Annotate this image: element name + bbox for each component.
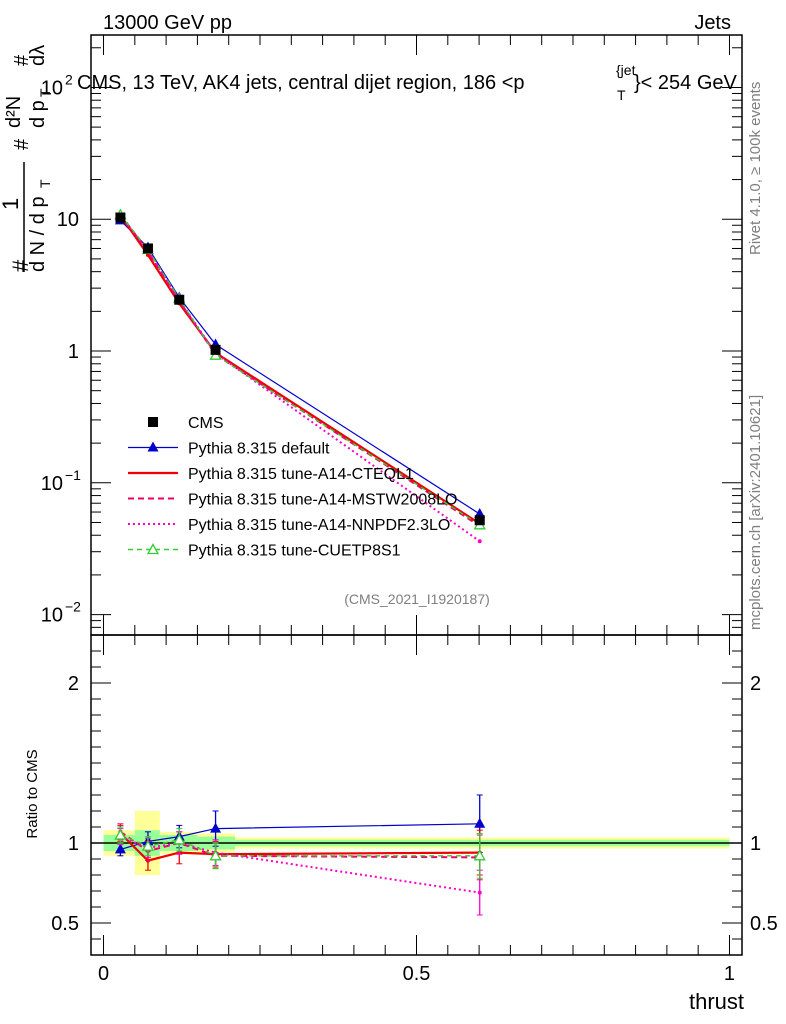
data-point-cms bbox=[115, 212, 126, 223]
legend: CMS Pythia 8.315 default Pythia 8.315 tune… bbox=[128, 415, 457, 560]
legend-label-nnpdf: Pythia 8.315 tune-A14-NNPDF2.3LO bbox=[188, 517, 450, 534]
ylabel-dn-dpt: d N / d p bbox=[27, 196, 49, 272]
data-point-cms bbox=[174, 294, 185, 305]
ratio-y-tick-label-right: 2 bbox=[750, 673, 761, 695]
x-axis-label: thrust bbox=[689, 989, 744, 1014]
data-point-nnpdf bbox=[477, 539, 482, 544]
ratio-point-cuetp bbox=[209, 849, 222, 861]
legend-label-cteql1: Pythia 8.315 tune-A14-CTEQL1 bbox=[188, 466, 414, 483]
ratio-point-default bbox=[210, 822, 222, 833]
ratio-point-cuetp bbox=[173, 833, 186, 845]
y-tick-label-0p1: 10 bbox=[41, 473, 63, 495]
ratio-point-cuetp bbox=[114, 828, 127, 840]
ylabel-dpt: d p bbox=[27, 100, 49, 128]
x-tick-label: 0.5 bbox=[403, 963, 431, 985]
legend-label-data: CMS bbox=[188, 415, 224, 432]
ylabel-hash-mid: # bbox=[11, 138, 33, 150]
ratio-y-tick-label-right: 1 bbox=[750, 833, 761, 855]
ylabel-dlambda: dλ bbox=[27, 45, 49, 66]
mcplots-reference-label: mcplots.cern.ch [arXiv:2401.10621] bbox=[747, 395, 764, 630]
header-jets-label: Jets bbox=[694, 12, 731, 34]
legend-label-cuetp: Pythia 8.315 tune-CUETP8S1 bbox=[188, 543, 401, 560]
chart-title-tail: }< 254 GeV bbox=[634, 72, 738, 94]
ylabel-one: 1 bbox=[0, 198, 23, 210]
ratio-y-tick-label-left: 1 bbox=[68, 833, 79, 855]
y-tick-label-0p01-exp: −2 bbox=[65, 599, 81, 615]
ylabel-hash-top: # bbox=[11, 54, 33, 66]
legend-marker-cuetp bbox=[146, 543, 160, 555]
ylabel-dpt-sub: T bbox=[37, 88, 53, 97]
main-y-axis-label: # 1 d N / d p T # d²N d p T dλ # bbox=[0, 45, 53, 272]
legend-label-mstw: Pythia 8.315 tune-A14-MSTW2008LO bbox=[188, 492, 457, 509]
ylabel-d2n: d²N bbox=[3, 96, 25, 128]
x-tick-label: 1 bbox=[724, 963, 735, 985]
ratio-y-axis-label: Ratio to CMS bbox=[24, 749, 41, 838]
analysis-tag: (CMS_2021_I1920187) bbox=[344, 591, 490, 607]
rivet-version-label: Rivet 4.1.0, ≥ 100k events bbox=[747, 82, 764, 255]
ylabel-dn-sub: T bbox=[37, 179, 53, 188]
x-tick-label: 0 bbox=[98, 963, 109, 985]
ylabel-hash-left: # bbox=[8, 259, 33, 272]
ratio-panel: 0 0.5 1 0.5 0.5 1 1 2 2 bbox=[51, 634, 778, 985]
y-tick-label-10: 10 bbox=[57, 209, 79, 231]
ratio-point-default bbox=[474, 817, 486, 828]
chart-title-sub: T bbox=[617, 87, 626, 103]
ratio-line-cuetp bbox=[120, 834, 480, 857]
y-tick-label-0p1-exp: −1 bbox=[65, 467, 81, 483]
header-energy-label: 13000 GeV pp bbox=[103, 12, 232, 34]
ratio-y-tick-label-left: 0.5 bbox=[51, 913, 79, 935]
ratio-y-tick-label-left: 2 bbox=[68, 673, 79, 695]
series-line-nnpdf bbox=[119, 215, 481, 543]
ratio-y-tick-label-right: 0.5 bbox=[750, 913, 778, 935]
ratio-point-cuetp bbox=[473, 849, 486, 861]
data-point-cms bbox=[210, 344, 221, 355]
y-tick-label-100: 10 bbox=[41, 77, 63, 99]
y-tick-label-100-exp: 2 bbox=[65, 71, 73, 87]
data-point-cms bbox=[474, 515, 485, 526]
ratio-frame bbox=[90, 634, 743, 956]
y-tick-label-0p01: 10 bbox=[41, 605, 63, 627]
chart-title-main: CMS, 13 TeV, AK4 jets, central dijet reg… bbox=[77, 72, 525, 94]
legend-marker-cms bbox=[148, 417, 158, 427]
legend-label-default: Pythia 8.315 default bbox=[188, 441, 330, 458]
chart-title-sup: {jet bbox=[616, 62, 636, 78]
chart-title: CMS, 13 TeV, AK4 jets, central dijet reg… bbox=[77, 72, 525, 94]
y-tick-label-1: 1 bbox=[68, 341, 79, 363]
data-point-cms bbox=[142, 243, 153, 254]
legend-marker-default bbox=[147, 441, 159, 452]
ratio-point-cuetp bbox=[141, 839, 155, 851]
ratio-point-default bbox=[114, 843, 126, 854]
ratio-point-nnpdf bbox=[477, 890, 482, 895]
